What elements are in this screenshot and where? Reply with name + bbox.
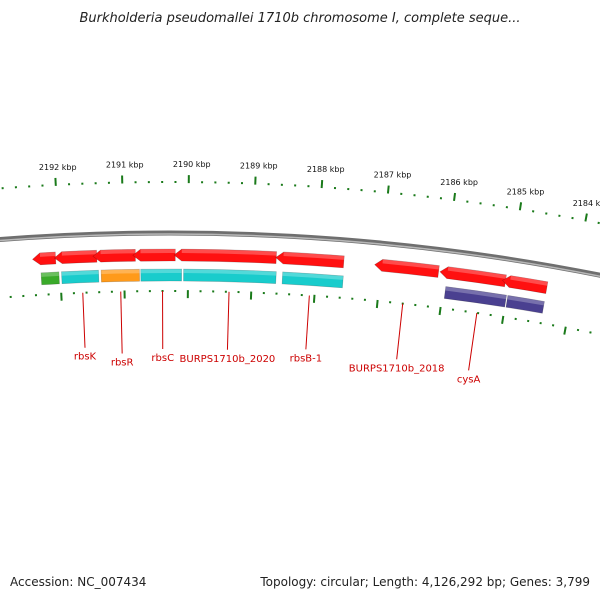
feature-bar-orange (100, 268, 140, 283)
scale-tick-label: 2185 kbp (507, 187, 545, 196)
gene-highlight (283, 251, 345, 260)
gene-highlight (445, 286, 507, 300)
accession-label: Accession: NC_007434 (10, 575, 147, 589)
gene-label-leader (468, 312, 478, 371)
gene-highlight (183, 269, 277, 276)
scale-tick-label: 2186 kbp (440, 178, 478, 187)
gene-label: cysA (457, 374, 481, 385)
scale-major-tick (453, 192, 457, 202)
gene-arrow-red (501, 275, 549, 294)
gene-highlight (282, 271, 344, 280)
gene-highlight (181, 249, 277, 256)
inner-major-tick (563, 326, 567, 335)
gene-label: rbsR (111, 358, 134, 369)
gene-highlight (100, 249, 136, 255)
scale-major-tick (320, 180, 324, 189)
gene-label-leader (396, 303, 404, 360)
gene-highlight (61, 250, 97, 256)
scale-tick-label: 2189 kbp (240, 162, 278, 171)
gene-highlight (40, 271, 60, 277)
inner-major-tick (501, 315, 505, 324)
backbone-ring (0, 230, 600, 278)
inner-major-tick (312, 294, 316, 303)
scale-tick-label: 2191 kbp (106, 161, 144, 170)
scale-major-tick (584, 213, 588, 222)
inner-major-tick (438, 306, 442, 316)
scale-tick-label: 2187 kbp (374, 171, 412, 180)
gene-highlight (61, 270, 99, 276)
map-title: Burkholderia pseudomallei 1710b chromoso… (79, 11, 521, 26)
scale-tick-label: 2184 kbp (573, 199, 600, 208)
backbone-ring-highlight (0, 233, 600, 278)
scale-tick-label: 2188 kbp (307, 165, 345, 174)
genome-summary: Topology: circular; Length: 4,126,292 bp… (260, 575, 590, 589)
gene-arrow-red (275, 251, 345, 269)
gene-label-leader (82, 292, 86, 348)
feature-bar-purple (443, 286, 507, 308)
gene-label: BURPS1710b_2018 (349, 363, 445, 374)
gene-label-leader (226, 291, 230, 350)
gene-highlight (382, 259, 440, 270)
gene-highlight (140, 248, 176, 254)
gene-highlight (39, 251, 56, 257)
gene-label: rbsK (74, 352, 97, 363)
gene-label-leader (305, 295, 310, 350)
gene-highlight (447, 266, 507, 279)
inner-major-tick (375, 299, 379, 309)
gene-highlight (140, 269, 182, 274)
gene-label-leader (120, 291, 123, 354)
gene-label: rbsB-1 (290, 353, 323, 364)
gene-highlight (507, 295, 545, 306)
gene-label: BURPS1710b_2020 (180, 354, 276, 365)
feature-bar-cyan (281, 271, 344, 289)
feature-bar-purple (505, 295, 545, 314)
gene-label: rbsC (151, 353, 174, 364)
gene-highlight (510, 275, 548, 286)
scale-major-tick (518, 202, 523, 211)
scale-major-tick (386, 185, 390, 194)
gene-arrow-red (374, 259, 440, 278)
feature-bar-cyan (140, 268, 182, 282)
feature-bar-green (40, 271, 60, 286)
feature-bar-cyan (61, 269, 100, 285)
gene-highlight (101, 269, 140, 275)
feature-bar-cyan (183, 268, 277, 284)
scale-tick-label: 2192 kbp (39, 163, 77, 172)
scale-tick-label: 2190 kbp (173, 160, 211, 169)
